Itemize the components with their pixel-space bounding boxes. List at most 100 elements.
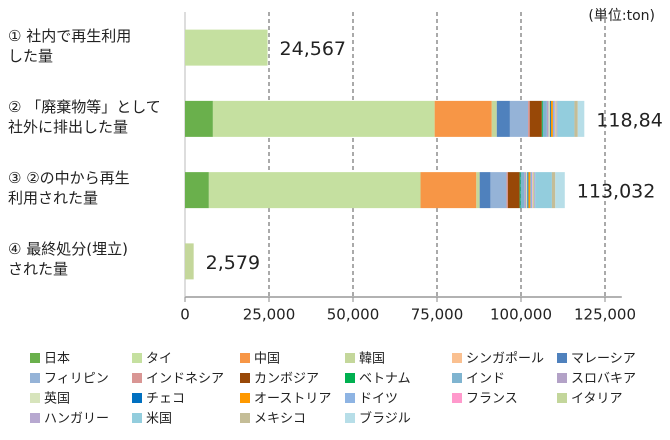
bar-segment [185, 29, 268, 66]
legend-label: イタリア [571, 392, 622, 407]
bar-segment [534, 172, 536, 209]
bar-segment [490, 172, 507, 209]
legend-swatch [240, 353, 250, 363]
bar-segment [520, 172, 525, 209]
legend-swatch [240, 413, 250, 423]
legend-swatch [132, 413, 142, 423]
legend-swatch [345, 413, 355, 423]
legend-swatch [30, 373, 40, 383]
legend-label: オーストリア [254, 392, 331, 407]
bar-segment [420, 172, 477, 209]
category-label: ① 社内で再生利用 した量 [8, 26, 132, 65]
bar-segment [496, 100, 510, 137]
legend-label: 英国 [44, 392, 70, 407]
bar-segment [555, 100, 557, 137]
legend-swatch [557, 353, 567, 363]
legend-label: スロバキア [571, 372, 636, 387]
legend-swatch [452, 393, 462, 403]
total-label: 113,032 [577, 181, 656, 203]
legend-swatch [557, 393, 567, 403]
legend-label: ブラジル [359, 411, 411, 427]
legend-label: チェコ [146, 392, 185, 407]
bar-segment [476, 172, 480, 209]
bar-segment [541, 100, 543, 137]
legend-swatch [30, 393, 40, 403]
bar-segment [549, 100, 551, 137]
legend-swatch [345, 393, 355, 403]
bar-segment [532, 172, 533, 209]
legend-swatch [345, 353, 355, 363]
bar-segment [552, 100, 555, 137]
bar-segment [509, 100, 529, 137]
bar-segment [546, 100, 549, 137]
bar-segment [524, 172, 527, 209]
legend-label: タイ [146, 352, 172, 367]
legend-swatch [452, 373, 462, 383]
bar-segment [185, 172, 209, 209]
legend-swatch [30, 413, 40, 423]
bar-segment [527, 172, 529, 209]
x-tick-label: 50,000 [327, 306, 380, 324]
bar-segment [212, 100, 435, 137]
x-tick-label: 75,000 [411, 306, 464, 324]
bar-segment [506, 172, 508, 209]
legend-label: 米国 [146, 412, 172, 427]
bar-segment [479, 172, 491, 209]
x-tick-label: 125,000 [574, 306, 636, 324]
bar-segment [185, 100, 213, 137]
legend-swatch [240, 393, 250, 403]
bar-segment [556, 100, 558, 137]
category-label: ④ 最終処分(埋立) された量 [8, 240, 128, 279]
bar-segment [554, 100, 556, 137]
bar-segment [208, 172, 421, 209]
legend-swatch [132, 373, 142, 383]
x-tick-label: 100,000 [490, 306, 552, 324]
legend-label: マレーシア [571, 352, 636, 367]
bar-segment [507, 172, 520, 209]
bar-segment [528, 172, 531, 209]
legend-label: ベトナム [359, 372, 411, 387]
legend-swatch [345, 373, 355, 383]
legend-label: フィリピン [44, 372, 109, 387]
legend-swatch [240, 373, 250, 383]
legend-label: インド [466, 372, 505, 387]
legend-label: メキシコ [254, 412, 306, 427]
legend-swatch [452, 353, 462, 363]
legend-label: フランス [466, 392, 518, 407]
bar-segment [528, 100, 530, 137]
total-label: 24,567 [280, 38, 346, 60]
x-tick-label: 0 [180, 306, 190, 324]
legend-label: インドネシア [146, 372, 224, 387]
bar-segment [555, 172, 565, 209]
bar-segment [491, 100, 497, 137]
bar-segment [526, 172, 528, 209]
bar-segment [532, 172, 535, 209]
x-tick-label: 25,000 [243, 306, 296, 324]
legend-label: カンボジア [254, 372, 319, 387]
bar-segment [574, 100, 578, 137]
unit-label: (単位:ton) [588, 8, 655, 24]
legend-swatch [557, 373, 567, 383]
legend-swatch [30, 353, 40, 363]
legend-label: 日本 [44, 352, 70, 367]
total-label: 118,84 [596, 109, 662, 131]
legend-label: ドイツ [359, 392, 398, 407]
bar-segment [519, 172, 521, 209]
bar-segment [185, 243, 194, 280]
bar-segment [577, 100, 585, 137]
legend-label: 韓国 [359, 352, 385, 367]
legend-swatch [132, 393, 142, 403]
total-label: 2,579 [206, 252, 260, 274]
legend-label: 中国 [254, 352, 280, 367]
legend-swatch [132, 353, 142, 363]
bar-segment [550, 100, 553, 137]
bar-segment [542, 100, 547, 137]
legend-label: シンガポール [466, 352, 544, 367]
bar-segment [548, 100, 550, 137]
bar-segment [535, 172, 552, 209]
bar-segment [530, 172, 533, 209]
legend-label: ハンガリー [44, 412, 109, 427]
bar-segment [551, 172, 556, 209]
category-label: ② 「廃棄物等」として 社外に排出した量 [8, 97, 161, 136]
